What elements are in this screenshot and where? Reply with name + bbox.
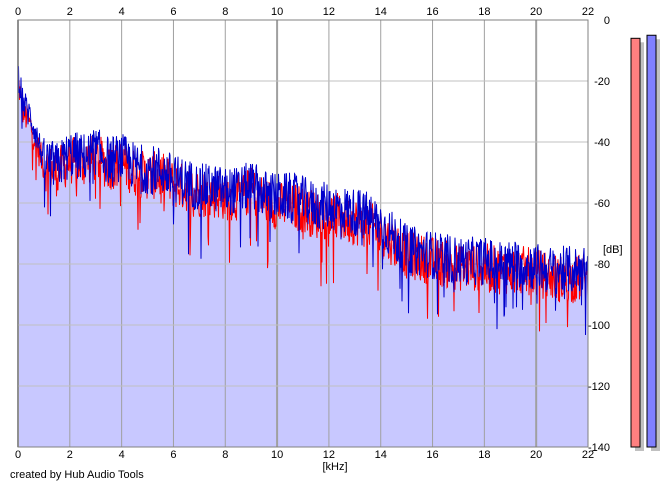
x-tick-top-12: 12 (323, 6, 335, 18)
x-tick-bottom-14: 14 (375, 449, 387, 461)
x-axis-label: [kHz] (322, 461, 347, 473)
x-tick-top-4: 4 (119, 6, 125, 18)
plot-border (17, 19, 589, 448)
y-tick--20: -20 (594, 76, 610, 88)
y-tick--120: -120 (588, 381, 610, 393)
x-tick-bottom-2: 2 (67, 449, 73, 461)
level-meter-1 (630, 37, 641, 448)
x-tick-top-0: 0 (15, 6, 21, 18)
y-tick--40: -40 (594, 137, 610, 149)
y-tick--60: -60 (594, 198, 610, 210)
x-tick-bottom-16: 16 (426, 449, 438, 461)
x-tick-bottom-4: 4 (119, 449, 125, 461)
y-tick--100: -100 (588, 320, 610, 332)
x-tick-bottom-10: 10 (271, 449, 283, 461)
x-tick-top-18: 18 (478, 6, 490, 18)
x-tick-bottom-6: 6 (170, 449, 176, 461)
x-tick-top-10: 10 (271, 6, 283, 18)
x-tick-bottom-22: 22 (582, 449, 594, 461)
x-tick-bottom-20: 20 (530, 449, 542, 461)
y-tick-0: 0 (604, 15, 610, 27)
x-tick-bottom-0: 0 (15, 449, 21, 461)
x-tick-top-20: 20 (530, 6, 542, 18)
x-tick-top-22: 22 (582, 6, 594, 18)
y-tick--140: -140 (588, 442, 610, 454)
x-tick-top-6: 6 (170, 6, 176, 18)
x-tick-top-14: 14 (375, 6, 387, 18)
x-tick-top-2: 2 (67, 6, 73, 18)
x-tick-top-16: 16 (426, 6, 438, 18)
series-line-2 (17, 66, 589, 336)
level-meter-2 (646, 34, 657, 448)
x-tick-bottom-18: 18 (478, 449, 490, 461)
y-tick--80: -80 (594, 259, 610, 271)
credit-text: created by Hub Audio Tools (10, 469, 144, 481)
x-tick-bottom-12: 12 (323, 449, 335, 461)
y-axis-label: [dB] (603, 244, 623, 256)
x-tick-bottom-8: 8 (222, 449, 228, 461)
x-tick-top-8: 8 (222, 6, 228, 18)
